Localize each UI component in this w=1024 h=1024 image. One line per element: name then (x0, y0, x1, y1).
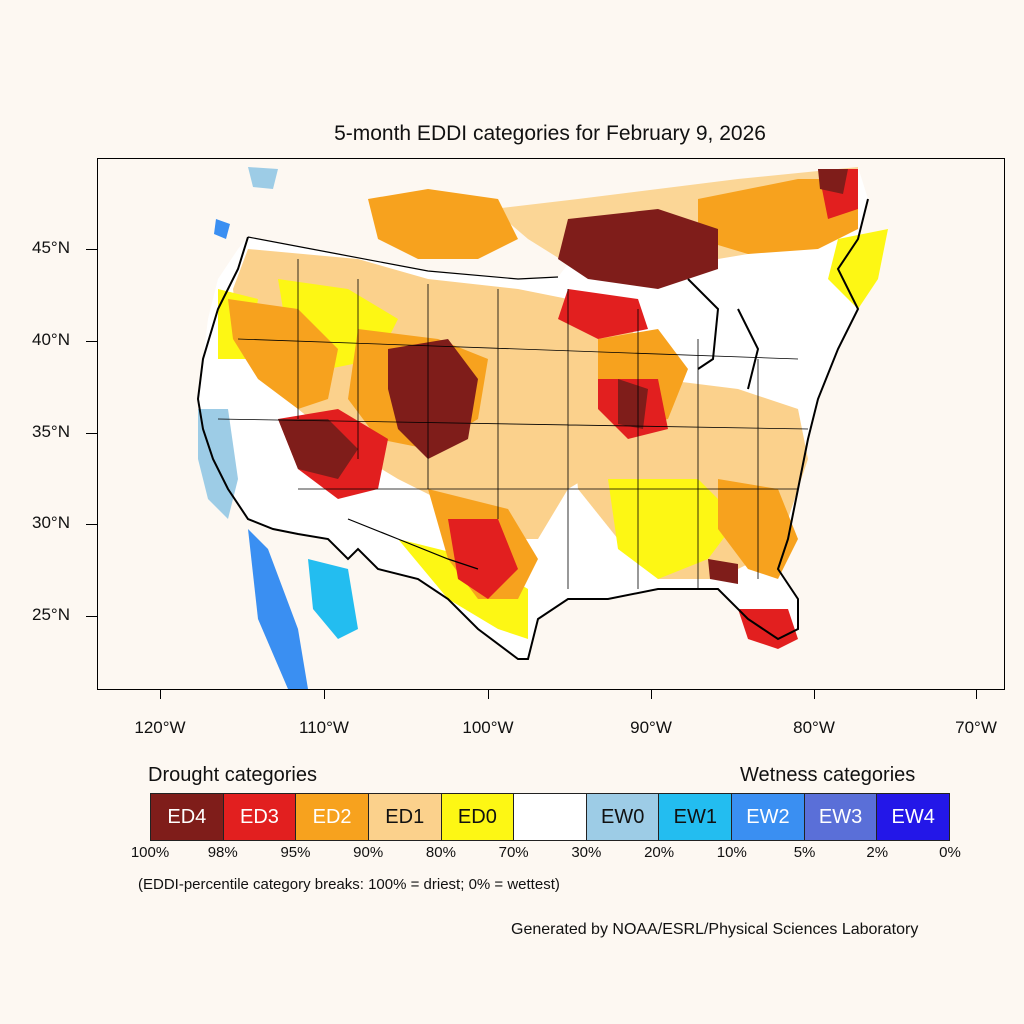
lat-tick-35n (86, 433, 97, 434)
percentile-label: 90% (353, 844, 384, 861)
percentile-label: 98% (207, 844, 238, 861)
lon-tick-120w (160, 689, 161, 699)
legend-swatch-ew1: EW1 (659, 794, 733, 840)
lat-tick-45n (86, 249, 97, 250)
lon-tick-90w (651, 689, 652, 699)
category-note: (EDDI-percentile category breaks: 100% =… (138, 876, 560, 893)
lat-label-45n: 45°N (32, 238, 70, 257)
wetness-heading: Wetness categories (740, 764, 916, 786)
lat-label-25n: 25°N (32, 605, 70, 624)
lat-label-40n: 40°N (32, 330, 70, 349)
legend-swatch-ew4: EW4 (877, 794, 950, 840)
lat-label-35n: 35°N (32, 422, 70, 441)
lon-tick-70w (976, 689, 977, 699)
category-legend: ED4 ED3 ED2 ED1 ED0 EW0 EW1 EW2 EW3 EW4 (150, 793, 950, 841)
percentile-label: 70% (498, 844, 529, 861)
legend-swatch-ed4: ED4 (151, 794, 224, 840)
lon-label-120w: 120°W (134, 718, 186, 737)
legend-swatch-ed0: ED0 (441, 794, 515, 840)
percentile-label: 100% (130, 844, 170, 861)
legend-swatch-ew2: EW2 (732, 794, 805, 840)
map-panel (97, 158, 1005, 690)
lat-tick-30n (86, 524, 97, 525)
lon-tick-100w (488, 689, 489, 699)
lat-tick-40n (86, 341, 97, 342)
drought-heading: Drought categories (148, 764, 317, 786)
percentile-label: 20% (644, 844, 675, 861)
lon-tick-110w (324, 689, 325, 699)
lon-tick-80w (814, 689, 815, 699)
legend-swatch-ed2: ED2 (296, 794, 369, 840)
map-title: 5-month EDDI categories for February 9, … (334, 122, 766, 145)
eddi-map (196, 167, 888, 689)
percentile-label: 30% (571, 844, 602, 861)
legend-swatch-ed3: ED3 (223, 794, 297, 840)
percentile-label: 10% (716, 844, 747, 861)
credit-line: Generated by NOAA/ESRL/Physical Sciences… (511, 921, 919, 938)
legend-swatch-ew0: EW0 (586, 794, 660, 840)
lat-label-30n: 30°N (32, 513, 70, 532)
lon-label-110w: 110°W (299, 718, 349, 737)
lon-label-100w: 100°W (462, 718, 514, 737)
legend-swatch-ew3: EW3 (804, 794, 878, 840)
lon-label-90w: 90°W (630, 718, 672, 737)
legend-swatch-neutral (514, 794, 587, 840)
percentile-label: 80% (425, 844, 456, 861)
percentile-label: 5% (793, 844, 816, 861)
lon-label-80w: 80°W (793, 718, 835, 737)
legend-swatch-ed1: ED1 (368, 794, 442, 840)
percentile-label: 0% (939, 844, 961, 861)
percentile-label: 95% (280, 844, 311, 861)
lat-tick-25n (86, 616, 97, 617)
lon-label-70w: 70°W (955, 718, 997, 737)
percentile-label: 2% (866, 844, 889, 861)
